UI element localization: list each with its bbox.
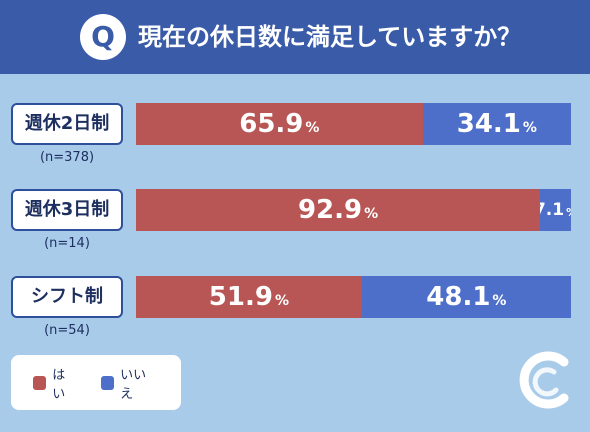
bar-segment-yes: 51.9% bbox=[136, 276, 362, 318]
percent-unit: % bbox=[566, 206, 571, 219]
bar-segment-no: 48.1% bbox=[361, 276, 571, 318]
data-label-yes: 65.9 bbox=[239, 109, 304, 139]
data-label-no: 48.1 bbox=[426, 282, 491, 312]
chart-title: 現在の休日数に満足していますか？ bbox=[138, 23, 522, 51]
legend: はい いいえ bbox=[11, 355, 181, 410]
data-label-yes: 92.9 bbox=[297, 195, 363, 225]
legend-label-no: いいえ bbox=[120, 367, 147, 402]
sample-size-label: (n=54) bbox=[44, 323, 90, 338]
legend-swatch-yes bbox=[33, 375, 47, 390]
stacked-bar: 51.9% 48.1% bbox=[136, 276, 571, 318]
data-label-no: 34.1 bbox=[456, 109, 521, 139]
legend-item-no: いいえ bbox=[100, 364, 157, 402]
stacked-bar: 92.9% 7.1% bbox=[136, 189, 571, 231]
legend-item-yes: はい bbox=[33, 364, 77, 402]
data-label-yes: 51.9 bbox=[208, 282, 273, 312]
header-bar: Q 現在の休日数に満足していますか？ bbox=[0, 0, 590, 74]
data-label-no: 7.1 bbox=[540, 200, 565, 220]
legend-label-yes: はい bbox=[52, 367, 66, 402]
stacked-bar: 65.9% 34.1% bbox=[136, 103, 571, 145]
percent-unit: % bbox=[492, 293, 507, 309]
bar-segment-no: 34.1% bbox=[422, 103, 571, 145]
brand-logo-icon bbox=[519, 351, 569, 409]
percent-unit: % bbox=[522, 120, 537, 136]
sample-size-label: (n=378) bbox=[39, 150, 95, 165]
sample-size-label: (n=14) bbox=[44, 236, 90, 251]
question-badge: Q bbox=[80, 14, 126, 60]
bar-segment-yes: 65.9% bbox=[136, 103, 423, 145]
percent-unit: % bbox=[364, 206, 379, 222]
bar-segment-yes: 92.9% bbox=[136, 189, 541, 231]
category-label: 週休3日制 bbox=[11, 189, 123, 231]
legend-swatch-no bbox=[100, 375, 115, 390]
category-label: 週休2日制 bbox=[11, 103, 123, 145]
category-label: シフト制 bbox=[11, 276, 123, 318]
percent-unit: % bbox=[305, 120, 320, 136]
percent-unit: % bbox=[274, 293, 289, 309]
bar-segment-no: 7.1% bbox=[540, 189, 571, 231]
